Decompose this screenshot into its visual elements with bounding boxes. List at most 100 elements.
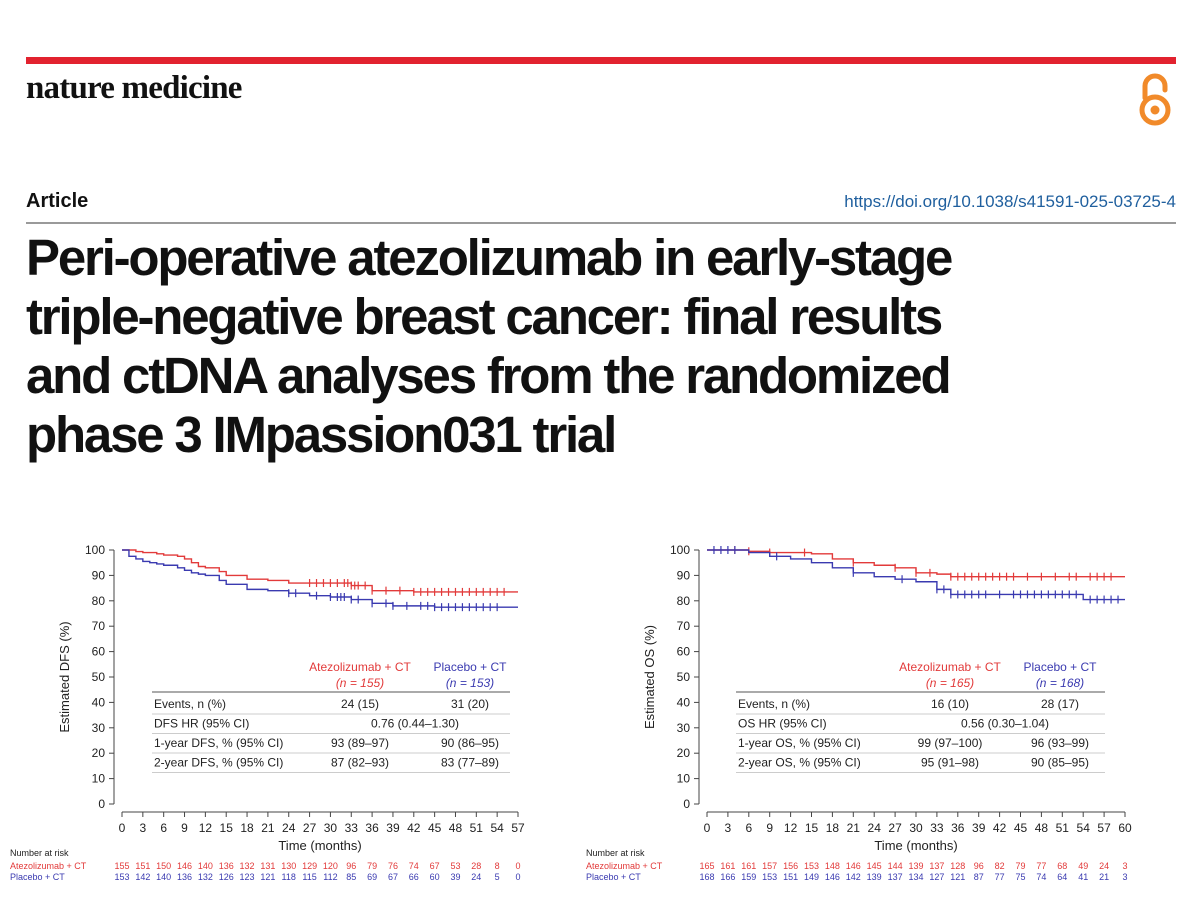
x-tick-label: 27 [303,821,317,835]
risk-value: 24 [1099,861,1109,871]
risk-value: 74 [1036,872,1046,882]
y-tick-label: 70 [92,619,106,633]
article-type-label: Article [26,190,89,212]
risk-value: 41 [1078,872,1088,882]
risk-value: 123 [240,872,255,882]
x-tick-label: 48 [449,821,463,835]
x-tick-label: 54 [490,821,504,835]
risk-value: 157 [762,861,777,871]
risk-value: 156 [783,861,798,871]
risk-value: 159 [741,872,756,882]
y-tick-label: 0 [683,797,690,811]
risk-table-title: Number at risk [586,848,645,858]
title-line: Peri-operative atezolizumab in early-sta… [26,229,953,286]
risk-value: 112 [323,872,337,882]
risk-label-atezolizumab: Atezolizumab + CT [586,861,663,871]
x-axis-label: Time (months) [874,838,957,853]
risk-value: 153 [762,872,777,882]
risk-value: 82 [995,861,1005,871]
risk-value: 161 [741,861,756,871]
y-tick-label: 60 [677,645,691,659]
table-row-label: OS HR (95% CI) [738,717,827,731]
table-row-label: 2-year DFS, % (95% CI) [154,756,283,770]
risk-value: 0 [515,861,520,871]
risk-value: 0 [515,872,520,882]
y-tick-label: 20 [92,746,106,760]
table-n-placebo: (n = 153) [446,676,494,690]
x-tick-label: 36 [365,821,379,835]
table-row-value-atezolizumab: 95 (91–98) [921,756,979,770]
placebo-curve [122,549,518,608]
os-km-chart: 0 10 20 30 40 50 60 70 80 90 100 Estimated OS (%) 0 3… [585,530,1185,920]
y-tick-label: 80 [92,594,106,608]
risk-value: 64 [1057,872,1067,882]
x-tick-label: 18 [240,821,254,835]
risk-value: 67 [388,872,398,882]
risk-value: 3 [1122,861,1127,871]
risk-value: 77 [995,872,1005,882]
x-tick-label: 30 [909,821,923,835]
open-access-icon[interactable] [1134,72,1176,128]
y-tick-label: 40 [677,695,691,709]
risk-value: 140 [198,861,213,871]
y-tick-label: 30 [92,721,106,735]
x-tick-label: 51 [1056,821,1070,835]
risk-value: 131 [260,861,275,871]
x-tick-label: 6 [745,821,752,835]
risk-value: 136 [219,861,234,871]
table-row-value-atezolizumab: 16 (10) [931,697,969,711]
x-tick-label: 33 [930,821,944,835]
risk-value: 129 [302,861,317,871]
risk-value: 148 [825,861,840,871]
x-tick-label: 45 [428,821,442,835]
table-row-label: Events, n (%) [738,697,810,711]
risk-value: 60 [430,872,440,882]
x-tick-label: 42 [993,821,1007,835]
risk-value: 139 [908,861,923,871]
risk-value: 139 [867,872,882,882]
risk-value: 8 [495,861,500,871]
risk-value: 146 [177,861,192,871]
risk-value: 121 [260,872,275,882]
y-tick-label: 10 [677,772,691,786]
risk-value: 49 [1078,861,1088,871]
risk-value: 126 [219,872,234,882]
table-n-placebo: (n = 168) [1036,676,1084,690]
x-tick-label: 0 [119,821,126,835]
x-tick-label: 24 [868,821,882,835]
x-tick-label: 9 [766,821,773,835]
x-tick-label: 57 [1097,821,1111,835]
table-row-hr: 0.76 (0.44–1.30) [371,717,459,731]
x-tick-label: 39 [972,821,986,835]
risk-value: 120 [323,861,338,871]
table-n-atezolizumab: (n = 155) [336,676,384,690]
header-divider [26,222,1176,224]
risk-value: 96 [346,861,356,871]
risk-value: 132 [198,872,213,882]
title-line: triple-negative breast cancer: final res… [26,288,943,345]
x-tick-label: 12 [784,821,798,835]
risk-value: 127 [929,872,944,882]
x-tick-label: 15 [805,821,819,835]
risk-value: 77 [1036,861,1046,871]
risk-value: 69 [367,872,377,882]
x-tick-label: 39 [386,821,400,835]
risk-value: 137 [888,872,903,882]
risk-value: 155 [114,861,129,871]
risk-table-title: Number at risk [10,848,69,858]
table-row-value-placebo: 31 (20) [451,697,489,711]
dfs-km-chart: 0 10 20 30 40 50 60 70 80 90 100 Estimated DFS (%) 0… [0,530,590,920]
doi-link[interactable]: https://doi.org/10.1038/s41591-025-03725… [844,192,1176,211]
risk-value: 149 [804,872,819,882]
risk-value: 146 [825,872,840,882]
journal-name: nature medicine [26,70,242,106]
table-row-value-placebo: 83 (77–89) [441,756,499,770]
table-row-value-placebo: 90 (85–95) [1031,756,1089,770]
risk-value: 150 [156,861,171,871]
risk-value: 24 [471,872,481,882]
y-tick-label: 100 [85,543,105,557]
risk-value: 142 [135,872,150,882]
y-tick-label: 80 [677,594,691,608]
